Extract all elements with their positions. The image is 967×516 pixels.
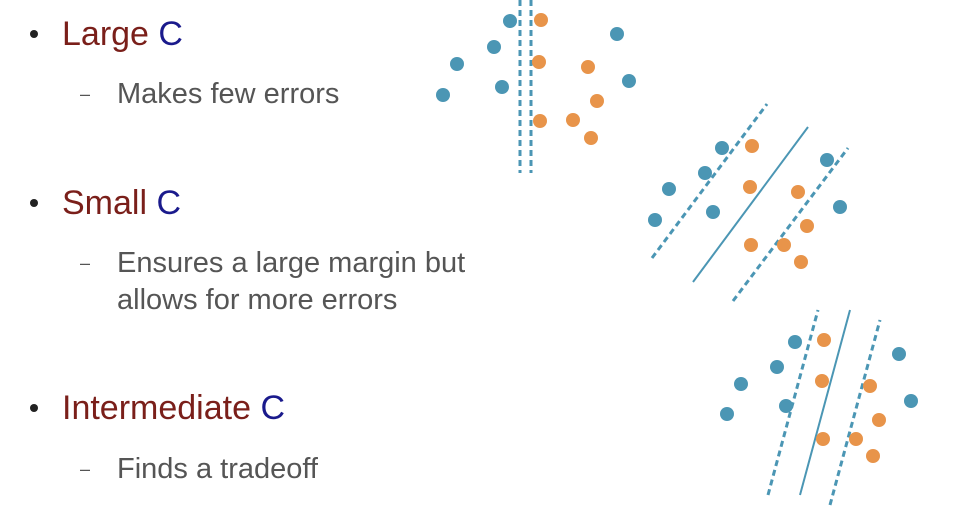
point-class-a (892, 347, 906, 361)
bullet-dot (30, 404, 38, 413)
sub-bullet-large-c: – Makes few errors (80, 76, 339, 113)
point-class-a (706, 205, 720, 219)
point-class-a (487, 40, 501, 54)
point-class-b (533, 114, 547, 128)
bullet-intermediate-c: Intermediate C (30, 388, 285, 428)
point-class-a (720, 407, 734, 421)
point-class-a (734, 377, 748, 391)
margin-line (650, 103, 769, 259)
decision-boundary (799, 309, 851, 496)
diagram-large-c (436, 0, 636, 173)
point-class-a (610, 27, 624, 41)
sub-bullet-dash: – (80, 253, 91, 273)
bullet-heading-word: Intermediate (62, 389, 251, 427)
sub-bullet-small-c: – Ensures a large margin but allows for … (80, 245, 480, 319)
point-class-b (532, 55, 546, 69)
point-class-b (815, 374, 829, 388)
point-class-b (849, 432, 863, 446)
point-class-b (791, 185, 805, 199)
point-class-a (833, 200, 847, 214)
bullet-heading-letter: C (156, 184, 182, 222)
margin-line (766, 309, 820, 496)
point-class-b (745, 139, 759, 153)
bullet-heading-word: Small (62, 184, 148, 222)
point-class-b (800, 219, 814, 233)
point-class-a (648, 213, 662, 227)
bullet-heading-letter: C (158, 15, 183, 53)
point-class-a (788, 335, 802, 349)
bullet-dot (30, 30, 38, 39)
point-class-b (816, 432, 830, 446)
bullet-heading-letter: C (260, 389, 286, 427)
point-class-b (777, 238, 791, 252)
point-class-b (743, 180, 757, 194)
bullet-large-c: Large C (30, 14, 183, 54)
sub-bullet-dash: – (80, 459, 91, 479)
point-class-a (450, 57, 464, 71)
sub-bullet-dash: – (80, 84, 91, 104)
decision-boundary (692, 126, 809, 283)
point-class-b (863, 379, 877, 393)
sub-bullet-text: Finds a tradeoff (117, 453, 318, 485)
point-class-b (794, 255, 808, 269)
point-class-b (581, 60, 595, 74)
point-class-b (744, 238, 758, 252)
point-class-a (436, 88, 450, 102)
margin-line (731, 147, 850, 302)
point-class-b (584, 131, 598, 145)
sub-bullet-text: Ensures a large margin but allows for mo… (117, 247, 466, 316)
bullet-small-c: Small C (30, 183, 181, 223)
diagram-small-c (648, 103, 850, 302)
point-class-a (770, 360, 784, 374)
point-class-a (820, 153, 834, 167)
point-class-a (622, 74, 636, 88)
point-class-b (872, 413, 886, 427)
point-class-a (495, 80, 509, 94)
point-class-a (779, 399, 793, 413)
bullet-dot (30, 199, 38, 208)
point-class-a (662, 182, 676, 196)
sub-bullet-intermediate-c: – Finds a tradeoff (80, 451, 318, 488)
point-class-a (698, 166, 712, 180)
point-class-a (904, 394, 918, 408)
point-class-b (534, 13, 548, 27)
point-class-b (566, 113, 580, 127)
point-class-b (866, 449, 880, 463)
sub-bullet-text: Makes few errors (117, 78, 340, 110)
bullet-heading-word: Large (62, 15, 149, 53)
margin-line (828, 319, 882, 506)
point-class-a (503, 14, 517, 28)
diagram-intermediate-c (720, 309, 918, 506)
point-class-b (817, 333, 831, 347)
point-class-b (590, 94, 604, 108)
point-class-a (715, 141, 729, 155)
